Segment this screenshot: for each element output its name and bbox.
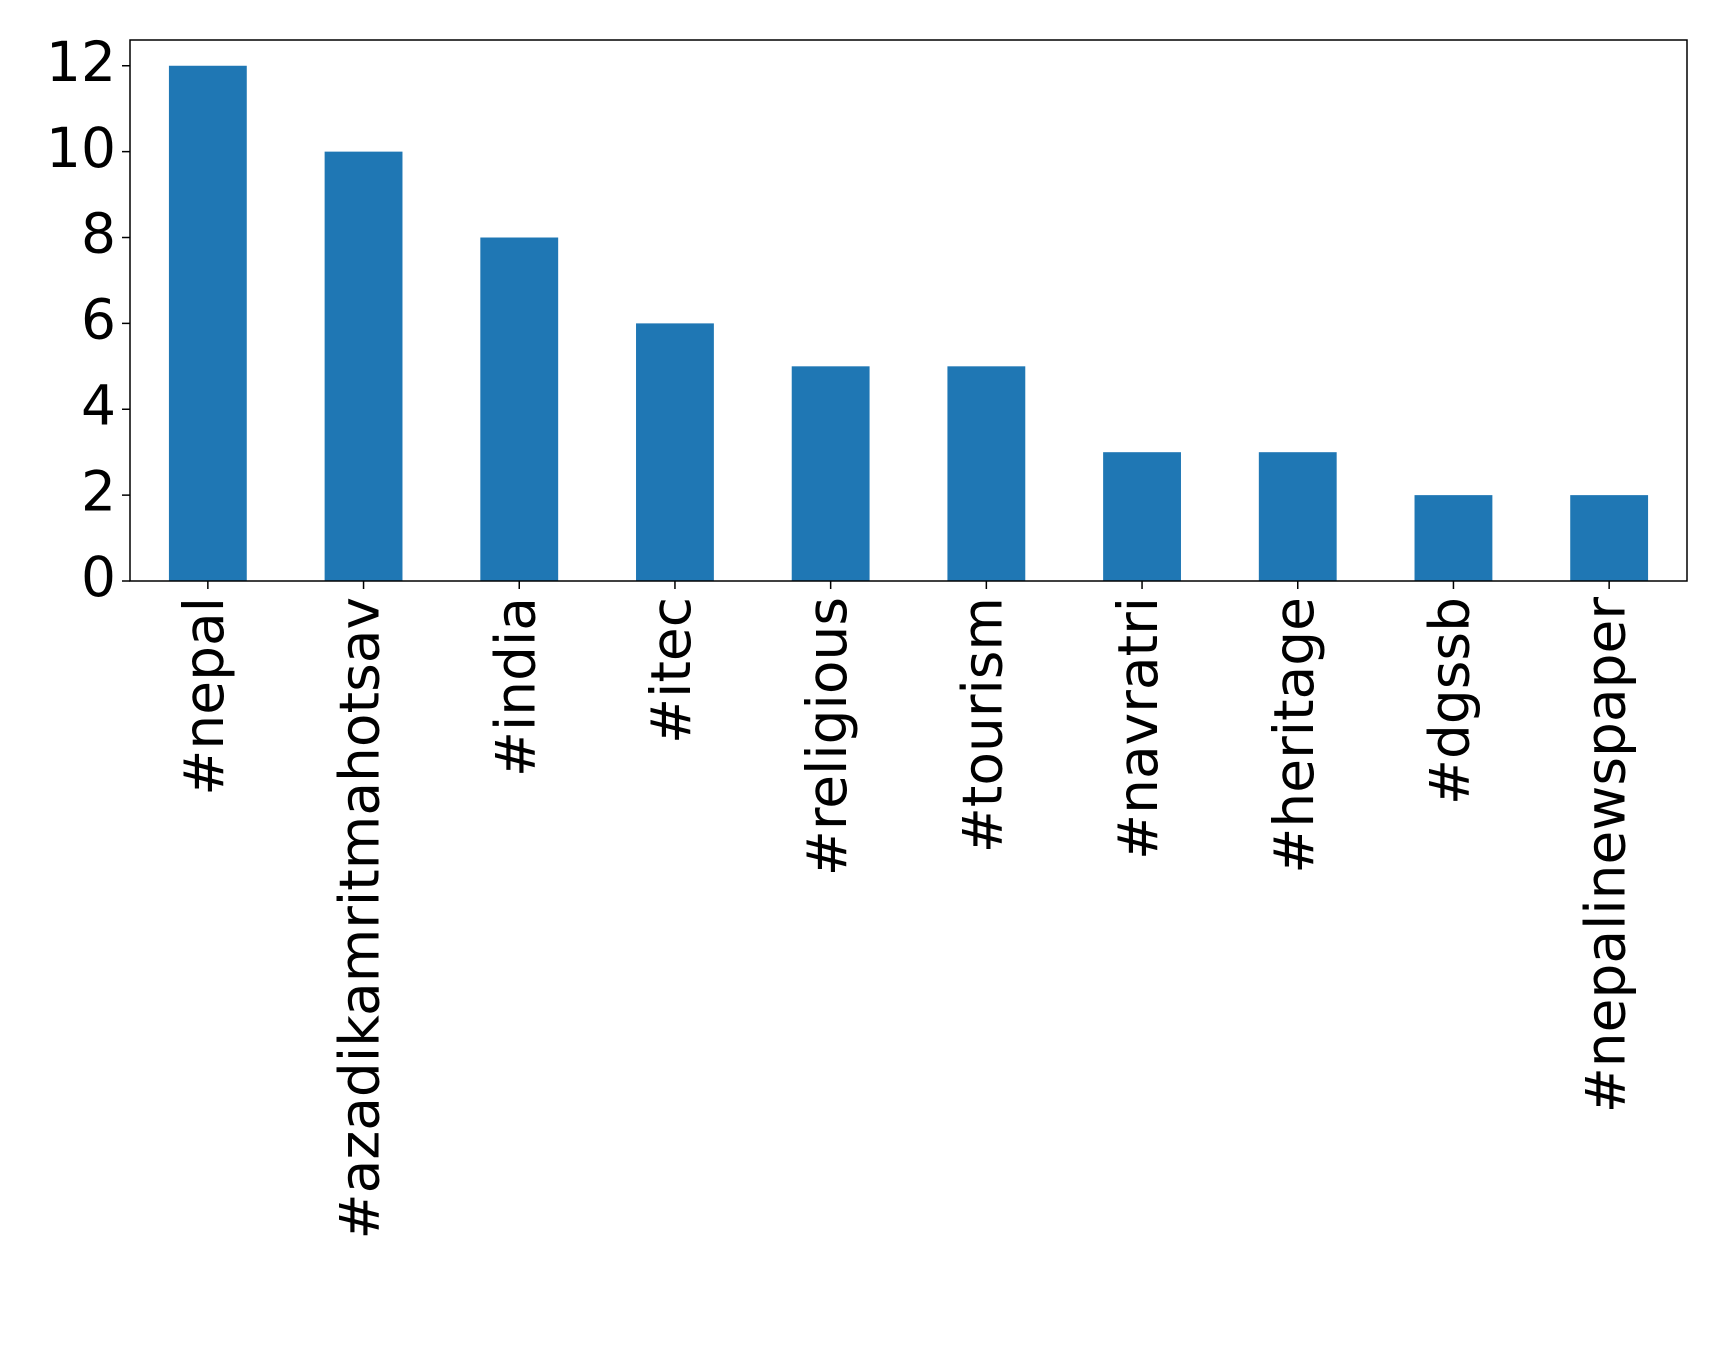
bar — [1258, 452, 1337, 581]
bar — [1103, 452, 1181, 581]
bar — [1414, 495, 1493, 581]
x-tick-label: #nepal — [172, 597, 236, 796]
y-tick-label: 6 — [81, 288, 116, 352]
bar — [636, 323, 714, 581]
bar — [168, 65, 247, 581]
y-tick-label: 10 — [46, 116, 116, 180]
x-tick-label: #navratri — [1106, 597, 1170, 860]
x-tick-label: #dgssb — [1418, 597, 1482, 805]
bar — [1570, 495, 1649, 581]
y-tick-label: 12 — [46, 30, 116, 94]
x-tick-label: #itec — [639, 597, 703, 744]
bar — [791, 366, 870, 581]
axes-frame — [129, 39, 1688, 582]
y-tick-label: 2 — [81, 459, 116, 523]
bar — [480, 237, 559, 581]
x-tick-label: #azadikamritmahotsav — [328, 597, 392, 1239]
y-tick-label: 4 — [81, 373, 116, 437]
y-tick-label: 0 — [81, 545, 116, 609]
y-tick-label: 8 — [81, 202, 116, 266]
x-tick-label: #tourism — [950, 597, 1014, 853]
x-tick-label: #india — [483, 597, 547, 777]
x-tick-label: #nepalinewspaper — [1573, 597, 1637, 1114]
bar — [947, 366, 1026, 581]
x-tick-label: #religious — [795, 597, 859, 876]
x-tick-label: #heritage — [1262, 597, 1326, 874]
bar — [324, 151, 403, 581]
